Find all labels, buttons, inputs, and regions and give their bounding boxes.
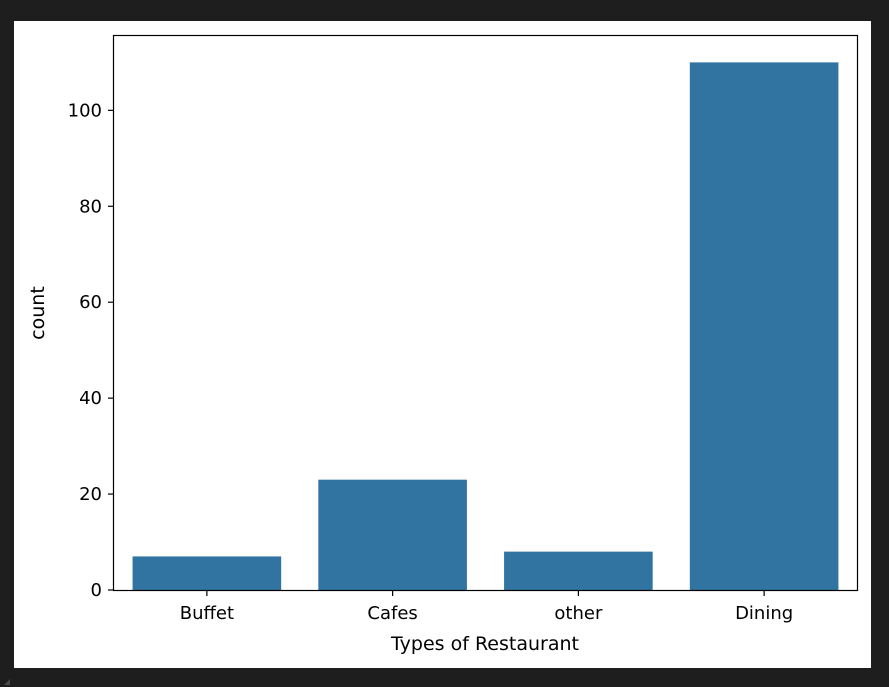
y-tick-label: 60 [79, 292, 102, 313]
y-tick-label: 40 [79, 388, 102, 409]
chart-figure: 0 20 40 60 80 100 Buffet Cafes other Dining Type… [14, 21, 871, 668]
y-tick-label: 20 [79, 484, 102, 505]
x-tick-label: Dining [735, 603, 793, 624]
x-tick-label: Buffet [180, 603, 234, 624]
bars-group [132, 62, 839, 590]
y-tick-label: 100 [68, 100, 102, 121]
y-tick-label: 0 [91, 580, 102, 601]
x-tick-label: other [554, 603, 603, 624]
x-tick-label: Cafes [367, 603, 417, 624]
resize-corner-icon [4, 679, 10, 685]
y-axis-ticks: 0 20 40 60 80 100 [68, 100, 114, 601]
plot-area-frame [112, 34, 859, 592]
x-axis-label: Types of Restaurant [390, 633, 579, 655]
bar-cafes [318, 479, 467, 590]
y-axis-label: count [27, 286, 49, 340]
y-tick-label: 80 [79, 196, 102, 217]
bar-buffet [132, 556, 282, 590]
bar-other [504, 551, 653, 590]
bar-dining [689, 62, 839, 590]
x-axis-ticks: Buffet Cafes other Dining [180, 590, 793, 624]
bar-chart: 0 20 40 60 80 100 Buffet Cafes other Dining Type… [27, 34, 859, 655]
